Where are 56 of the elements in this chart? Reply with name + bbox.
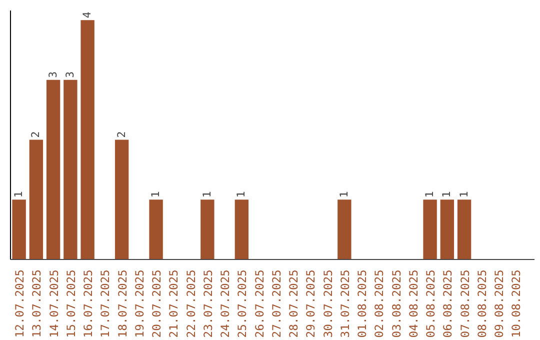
bar [64,80,78,260]
bar [457,200,472,260]
x-tick-label: 22.07.2025 [184,270,198,338]
x-tick-label: 12.07.2025 [12,270,27,338]
data-label: 1 [149,191,162,198]
x-tick-label: 13.07.2025 [30,270,44,338]
x-tick-label: 30.07.2025 [320,270,335,338]
bar [80,20,94,260]
x-tick-label: 25.07.2025 [235,270,250,338]
x-tick-label: 05.08.2025 [424,270,438,338]
x-tick-label: 21.07.2025 [166,270,181,338]
x-tick-label: 15.07.2025 [64,270,78,338]
data-label: 1 [440,191,454,198]
bar [29,140,44,260]
bar [440,200,454,260]
x-tick-label: 28.07.2025 [286,270,301,338]
data-label: 1 [337,191,350,198]
x-tick-label: 17.07.2025 [98,270,112,338]
x-tick-label: 29.07.2025 [304,270,318,338]
x-tick-label: 18.07.2025 [115,270,130,338]
bar [200,200,214,260]
bar [12,200,26,260]
x-tick-label: 07.08.2025 [458,270,472,338]
data-label: 2 [29,131,42,138]
x-tick-label: 24.07.2025 [218,270,232,338]
x-tick-label: 02.08.2025 [372,270,386,338]
x-tick-label: 01.08.2025 [355,270,370,338]
bar [46,80,60,260]
data-label: 2 [114,131,128,138]
x-tick-label: 20.07.2025 [150,270,164,338]
bar [234,200,249,260]
x-tick-label: 08.08.2025 [474,270,489,338]
x-tick-label: 14.07.2025 [46,270,61,338]
x-tick-label: 06.08.2025 [440,270,455,338]
x-tick-label: 27.07.2025 [269,270,284,338]
x-tick-label: 23.07.2025 [200,270,215,338]
data-label: 1 [457,191,470,198]
x-tick-label: 26.07.2025 [252,270,266,338]
x-tick-label: 31.07.2025 [338,270,352,338]
bar [114,140,129,260]
data-label: 1 [12,191,26,198]
x-tick-label: 03.08.2025 [389,270,404,338]
x-tick-label: 09.08.2025 [492,270,506,338]
data-label: 3 [63,72,76,78]
data-label: 1 [234,191,248,198]
data-label: 1 [200,191,214,198]
data-label: 1 [423,191,436,198]
data-label: 3 [46,72,60,78]
data-label: 4 [80,12,94,18]
x-tick-label: 04.08.2025 [406,270,420,338]
bar [338,200,352,260]
bar [423,200,437,260]
bar [149,200,163,260]
x-tick-label: 10.08.2025 [509,270,524,338]
x-tick-label: 19.07.2025 [132,270,146,338]
x-tick-label: 16.07.2025 [81,270,96,338]
